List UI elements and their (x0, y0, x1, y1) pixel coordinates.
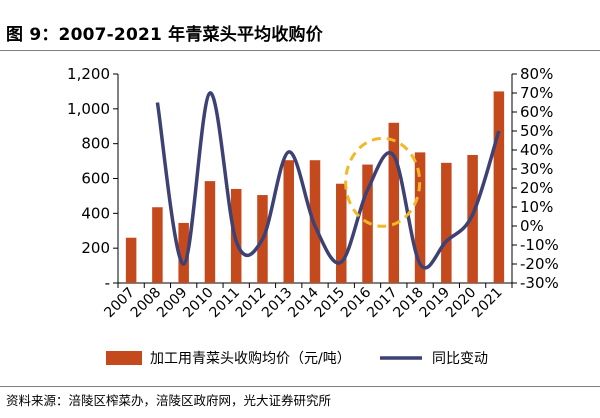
bar (152, 207, 163, 283)
y-right-tick-label: -30% (520, 274, 559, 292)
bar (283, 160, 294, 283)
y-left-tick-label: 1,000 (67, 100, 110, 118)
y-right-tick-label: 10% (520, 198, 553, 216)
y-left-tick-label: 400 (81, 204, 110, 222)
title-divider (0, 50, 600, 51)
y-left-tick-label: 600 (81, 170, 110, 188)
legend-label-line: 同比变动 (432, 351, 488, 367)
y-right-tick-label: 0% (520, 217, 544, 235)
chart: - 200 400 600 800 1,000 1,200 -30%-20%-10%0%10%… (67, 65, 559, 367)
bar (467, 154, 478, 283)
bar (493, 91, 505, 284)
y-right-tick-label: -20% (520, 255, 559, 273)
y-right-tick-label: 60% (520, 103, 553, 121)
highlight-ellipse (344, 136, 422, 228)
legend-swatch-bar (106, 351, 142, 365)
y-left-tick-label: 800 (81, 135, 110, 153)
figure-title: 图 9：2007-2021 年青菜头平均收购价 (6, 25, 323, 45)
bar (388, 122, 400, 284)
x-tick-label: 2021 (469, 285, 506, 322)
bar (414, 152, 426, 283)
y-right-tick-label: 70% (520, 84, 553, 102)
bar (204, 181, 216, 283)
bar (125, 237, 137, 283)
legend-label-bar: 加工用青菜头收购均价（元/吨） (150, 351, 351, 367)
y-right-tick-label: 30% (520, 160, 553, 178)
y-left-tick-label: 200 (81, 239, 110, 257)
y-right-tick-label: -10% (520, 236, 559, 254)
bar (178, 222, 189, 283)
y-right-tick-label: 50% (520, 122, 553, 140)
bar (441, 162, 452, 283)
y-right-tick-label: 20% (520, 179, 553, 197)
bar (336, 183, 347, 283)
yoy-line (155, 91, 501, 270)
y-right-tick-label: 40% (520, 141, 553, 159)
y-left-tick-label: 1,200 (67, 65, 110, 83)
source-note: 资料来源：涪陵区榨菜办，涪陵区政府网，光大证券研究所 (6, 393, 332, 408)
y-right-tick-label: 80% (520, 65, 553, 83)
y-left-tick-label: - (105, 274, 110, 292)
source-divider (0, 386, 600, 387)
